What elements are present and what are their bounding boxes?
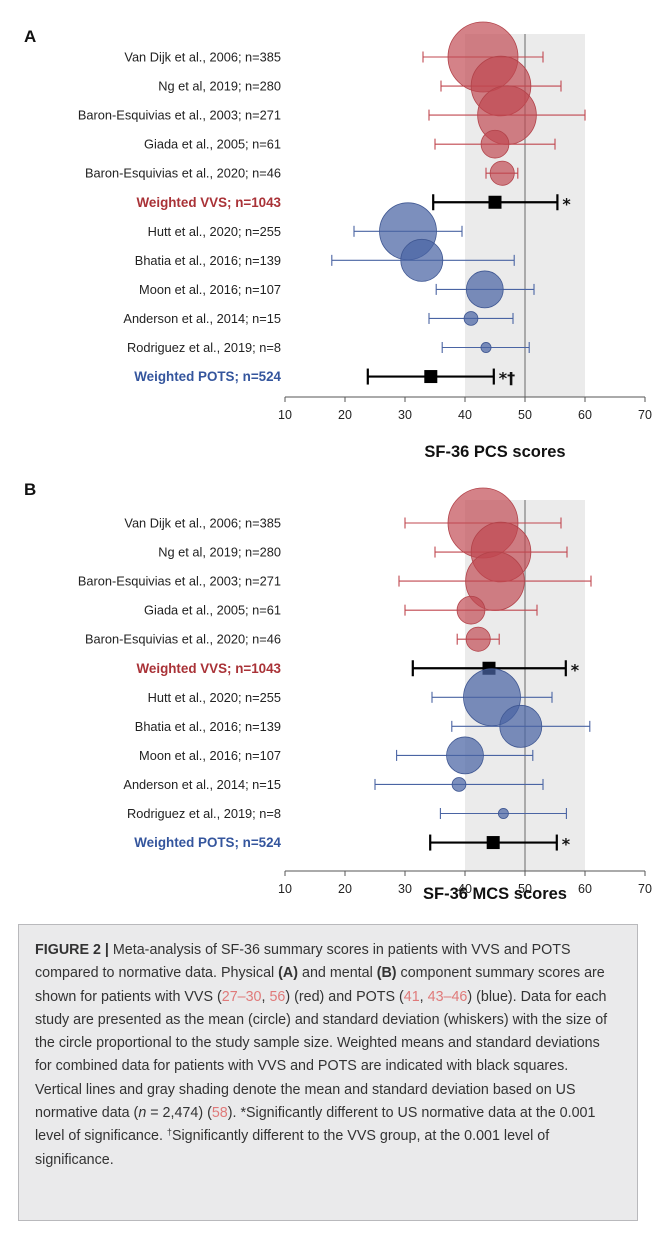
study-mean-circle (400, 238, 444, 282)
study-label: Rodriguez et al., 2019; n=8 (127, 340, 281, 355)
study-label: Giada et al., 2005; n=61 (144, 137, 281, 152)
study-mean-circle (480, 129, 510, 159)
study-label: Weighted VVS; n=1043 (137, 661, 282, 676)
study-label: Hutt et al., 2020; n=255 (148, 690, 281, 705)
study-label: Anderson et al., 2014; n=15 (123, 311, 281, 326)
weighted-mean-square (486, 836, 500, 850)
study-mean-circle (480, 342, 492, 353)
x-tick-label: 60 (578, 408, 592, 422)
x-axis-title: SF-36 PCS scores (424, 443, 565, 461)
study-label: Bhatia et al., 2016; n=139 (135, 719, 281, 734)
significance-mark: *† (499, 369, 515, 388)
study-label: Moon et al., 2016; n=107 (139, 282, 281, 297)
study-label: Rodriguez et al., 2019; n=8 (127, 806, 281, 821)
x-tick-label: 70 (638, 882, 652, 896)
caption-panel-b-label: (B) (376, 965, 397, 982)
x-tick-label: 60 (578, 882, 592, 896)
panel-b-chart: B 10 20 30 40 50 60 70 SF-36 MCS scores Van Dijk … (24, 480, 652, 903)
x-tick-label: 50 (518, 882, 532, 896)
caption-text: Meta-analysis of SF-36 summary scores in… (35, 942, 571, 982)
caption-dagger: † (166, 1127, 172, 1138)
caption-text: = 2,474) ( (146, 1105, 212, 1122)
x-tick-label: 30 (398, 408, 412, 422)
study-label: Giada et al., 2005; n=61 (144, 603, 281, 618)
significance-mark: * (571, 660, 580, 679)
caption-reference-link[interactable]: 56 (269, 988, 286, 1005)
x-tick-label: 10 (278, 408, 292, 422)
caption-reference-link[interactable]: 43–46 (427, 988, 468, 1005)
study-mean-circle (497, 808, 509, 819)
caption-reference-link[interactable]: 58 (211, 1105, 228, 1122)
significance-mark: * (562, 835, 571, 854)
weighted-mean-square (424, 370, 438, 384)
study-mean-circle (446, 736, 484, 775)
x-axis-title: SF-36 MCS scores (423, 885, 567, 903)
study-label: Baron-Esquivias et al., 2020; n=46 (85, 166, 281, 181)
study-mean-circle (465, 270, 504, 309)
x-tick-label: 40 (458, 882, 472, 896)
study-label: Bhatia et al., 2016; n=139 (135, 253, 281, 268)
study-mean-circle (489, 160, 515, 186)
figure-caption: FIGURE 2 | Meta-analysis of SF-36 summar… (18, 924, 638, 1221)
x-tick-label: 10 (278, 882, 292, 896)
study-label: Ng et al, 2019; n=280 (158, 79, 281, 94)
caption-figure-label: FIGURE 2 | (35, 942, 109, 958)
x-tick-label: 50 (518, 408, 532, 422)
caption-text: ) (blue). Data for each study are presen… (35, 988, 608, 1122)
study-label: Van Dijk et al., 2006; n=385 (124, 516, 281, 531)
caption-reference-link[interactable]: 41 (403, 988, 420, 1005)
study-mean-circle (463, 311, 479, 326)
study-label: Baron-Esquivias et al., 2003; n=271 (78, 574, 281, 589)
study-label: Baron-Esquivias et al., 2003; n=271 (78, 108, 281, 123)
x-tick-label: 20 (338, 882, 352, 896)
study-mean-circle (451, 777, 467, 792)
caption-text: ) (red) and POTS ( (285, 988, 404, 1005)
panel-letter: A (24, 27, 36, 46)
caption-text: and mental (298, 965, 377, 982)
weighted-mean-square (488, 195, 502, 209)
x-tick-label: 40 (458, 408, 472, 422)
study-label: Anderson et al., 2014; n=15 (123, 777, 281, 792)
x-tick-label: 30 (398, 882, 412, 896)
panel-letter: B (24, 480, 36, 499)
caption-text: , (419, 988, 428, 1005)
caption-text: , (261, 988, 270, 1005)
study-label: Hutt et al., 2020; n=255 (148, 224, 281, 239)
caption-n-symbol: n (138, 1105, 147, 1122)
caption-panel-a-label: (A) (278, 965, 299, 982)
study-label: Moon et al., 2016; n=107 (139, 748, 281, 763)
panel-a-chart: A 10 20 30 40 50 60 70 SF-36 PCS scores Van Dijk … (24, 21, 652, 461)
study-mean-circle (456, 595, 486, 625)
study-label: Van Dijk et al., 2006; n=385 (124, 50, 281, 65)
study-label: Ng et al, 2019; n=280 (158, 545, 281, 560)
study-label: Weighted VVS; n=1043 (137, 195, 282, 210)
significance-mark: * (562, 194, 571, 213)
study-label: Baron-Esquivias et al., 2020; n=46 (85, 632, 281, 647)
study-label: Weighted POTS; n=524 (134, 835, 281, 850)
study-label: Weighted POTS; n=524 (134, 369, 281, 384)
study-mean-circle (465, 626, 491, 652)
x-tick-label: 20 (338, 408, 352, 422)
caption-text: ). *Significantly different to US normat… (35, 1105, 596, 1145)
caption-reference-link[interactable]: 27–30 (221, 988, 262, 1005)
caption-text: component summary scores are shown for p… (35, 965, 605, 1005)
caption-text: Significantly different to the VVS group… (35, 1128, 550, 1168)
x-tick-label: 70 (638, 408, 652, 422)
study-mean-circle (499, 704, 543, 748)
